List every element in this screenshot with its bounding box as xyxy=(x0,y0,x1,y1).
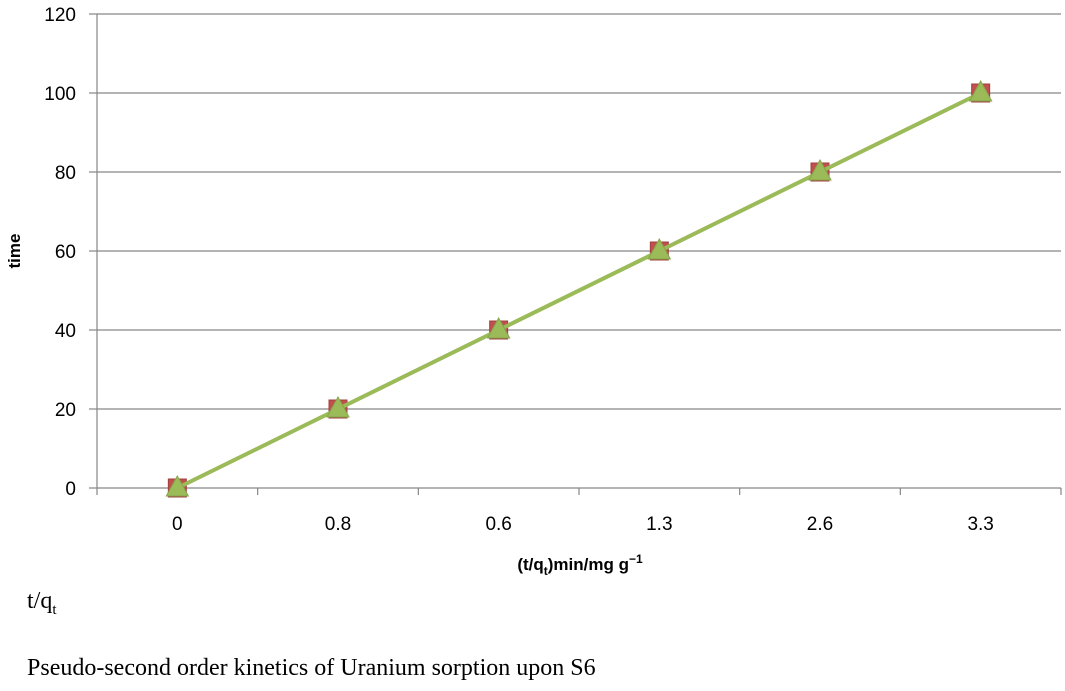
y-tick-label: 120 xyxy=(44,5,76,26)
series-line xyxy=(176,91,982,490)
x-tick-label: 3.3 xyxy=(967,514,993,535)
axis-note: t/qt xyxy=(27,588,57,618)
x-tick-label: 0.6 xyxy=(485,514,511,535)
y-tick-label: 60 xyxy=(55,242,76,263)
axes xyxy=(89,13,1062,495)
data-point-triangle xyxy=(808,158,832,181)
x-tick-label: 2.6 xyxy=(807,514,833,535)
data-point-triangle xyxy=(165,474,190,497)
x-tick-label: 0.8 xyxy=(325,514,351,535)
y-tick-label: 100 xyxy=(44,84,76,105)
x-tick-label: 0 xyxy=(172,514,183,535)
y-axis-title: time xyxy=(5,234,24,269)
y-tick-labels: 0 20 40 60 80 100 120 xyxy=(44,5,76,500)
gridlines xyxy=(97,13,1061,410)
y-tick-label: 80 xyxy=(55,163,76,184)
data-point-triangle xyxy=(647,237,672,260)
y-tick-label: 0 xyxy=(65,479,76,500)
x-tick-labels: 0 0.8 0.6 1.3 2.6 3.3 xyxy=(172,514,994,535)
x-tick-label: 1.3 xyxy=(646,514,672,535)
data-point-triangle xyxy=(326,395,350,418)
y-tick-label: 40 xyxy=(55,321,76,342)
y-tick-label: 20 xyxy=(55,400,76,421)
chart: 0 20 40 60 80 100 120 0 0.8 0.6 1.3 2.6 3.3 time (t… xyxy=(5,5,1062,578)
data-point-triangle xyxy=(486,316,511,339)
figure-caption: Pseudo-second order kinetics of Uranium … xyxy=(27,655,596,681)
data-point-triangle xyxy=(968,79,993,102)
x-axis-title: (t/qt)min/mg g−1 xyxy=(517,552,643,578)
series-triangle xyxy=(165,79,993,497)
series-layer xyxy=(165,79,993,498)
